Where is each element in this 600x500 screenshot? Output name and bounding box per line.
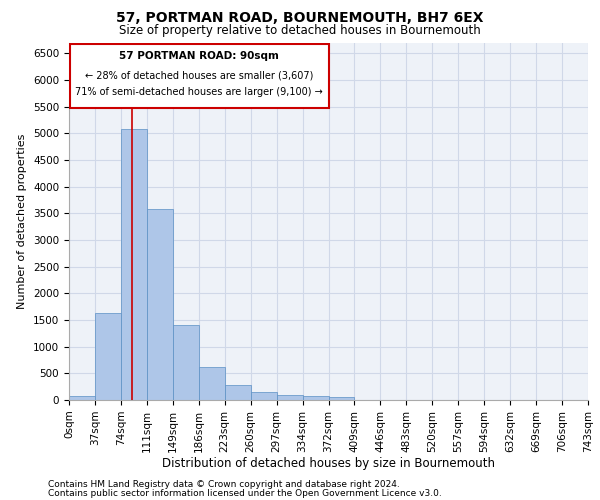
Text: Size of property relative to detached houses in Bournemouth: Size of property relative to detached ho… xyxy=(119,24,481,37)
Bar xyxy=(277,394,302,400)
Bar xyxy=(69,396,95,400)
Text: 57 PORTMAN ROAD: 90sqm: 57 PORTMAN ROAD: 90sqm xyxy=(119,52,279,62)
Bar xyxy=(329,397,355,400)
Text: 71% of semi-detached houses are larger (9,100) →: 71% of semi-detached houses are larger (… xyxy=(75,87,323,97)
Bar xyxy=(121,130,147,400)
Bar xyxy=(95,313,121,400)
Text: 57, PORTMAN ROAD, BOURNEMOUTH, BH7 6EX: 57, PORTMAN ROAD, BOURNEMOUTH, BH7 6EX xyxy=(116,11,484,25)
Text: Contains HM Land Registry data © Crown copyright and database right 2024.: Contains HM Land Registry data © Crown c… xyxy=(48,480,400,489)
Text: ← 28% of detached houses are smaller (3,607): ← 28% of detached houses are smaller (3,… xyxy=(85,70,313,81)
Bar xyxy=(199,367,224,400)
Bar xyxy=(251,392,277,400)
X-axis label: Distribution of detached houses by size in Bournemouth: Distribution of detached houses by size … xyxy=(162,458,495,470)
FancyBboxPatch shape xyxy=(70,44,329,108)
Bar xyxy=(302,396,329,400)
Bar xyxy=(147,209,173,400)
Text: Contains public sector information licensed under the Open Government Licence v3: Contains public sector information licen… xyxy=(48,488,442,498)
Bar xyxy=(173,325,199,400)
Bar xyxy=(225,384,251,400)
Y-axis label: Number of detached properties: Number of detached properties xyxy=(17,134,28,309)
